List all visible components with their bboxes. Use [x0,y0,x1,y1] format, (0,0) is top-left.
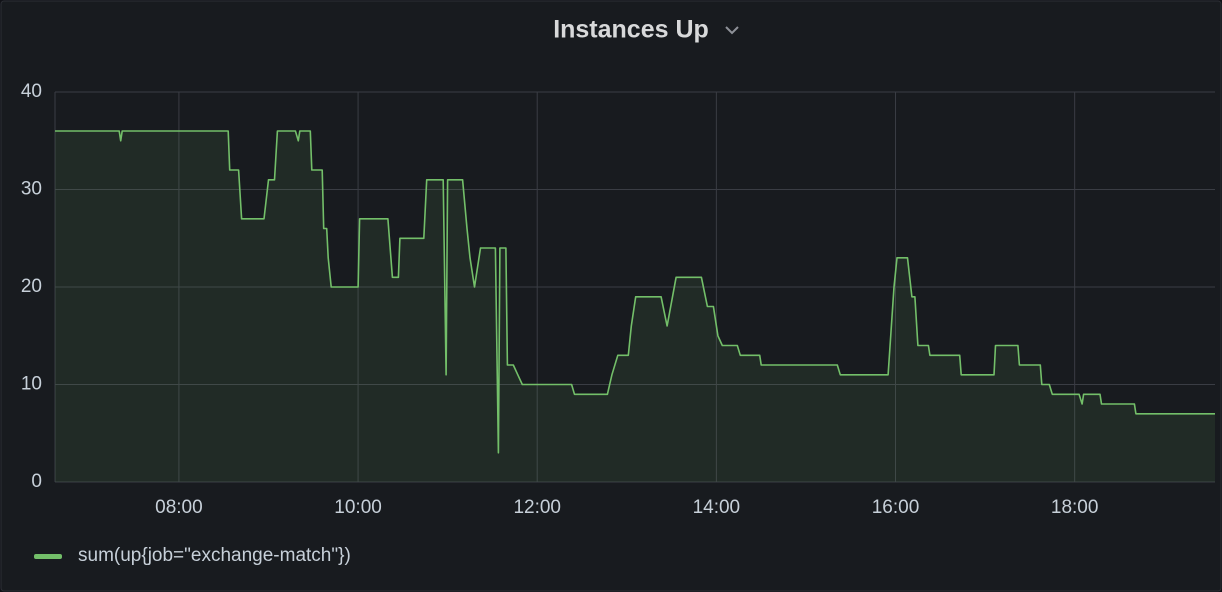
x-tick-label: 10:00 [334,497,382,518]
plot [55,130,1215,482]
grid [54,91,1215,483]
y-tick-label: 40 [21,81,42,102]
x-tick-label: 12:00 [513,497,561,518]
x-tick-label: 14:00 [693,497,741,518]
y-tick-label: 10 [21,374,42,395]
chart-title[interactable]: Instances Up [553,16,709,44]
y-tick-label: 30 [21,179,42,200]
x-tick-label: 08:00 [155,497,203,518]
series-line [55,130,1215,454]
legend-swatch [34,554,62,559]
title-menu-chevron[interactable] [725,26,739,35]
axes: 0 10 20 30 40 08:00 10:00 12:00 14:00 16:00 18:00 [21,81,1099,518]
y-tick-label: 20 [21,276,42,297]
x-tick-label: 16:00 [872,497,920,518]
x-tick-label: 18:00 [1051,497,1099,518]
y-tick-label: 0 [31,471,42,492]
legend: sum(up{job="exchange-match"}) [34,545,351,566]
legend-label: sum(up{job="exchange-match"}) [78,545,351,566]
